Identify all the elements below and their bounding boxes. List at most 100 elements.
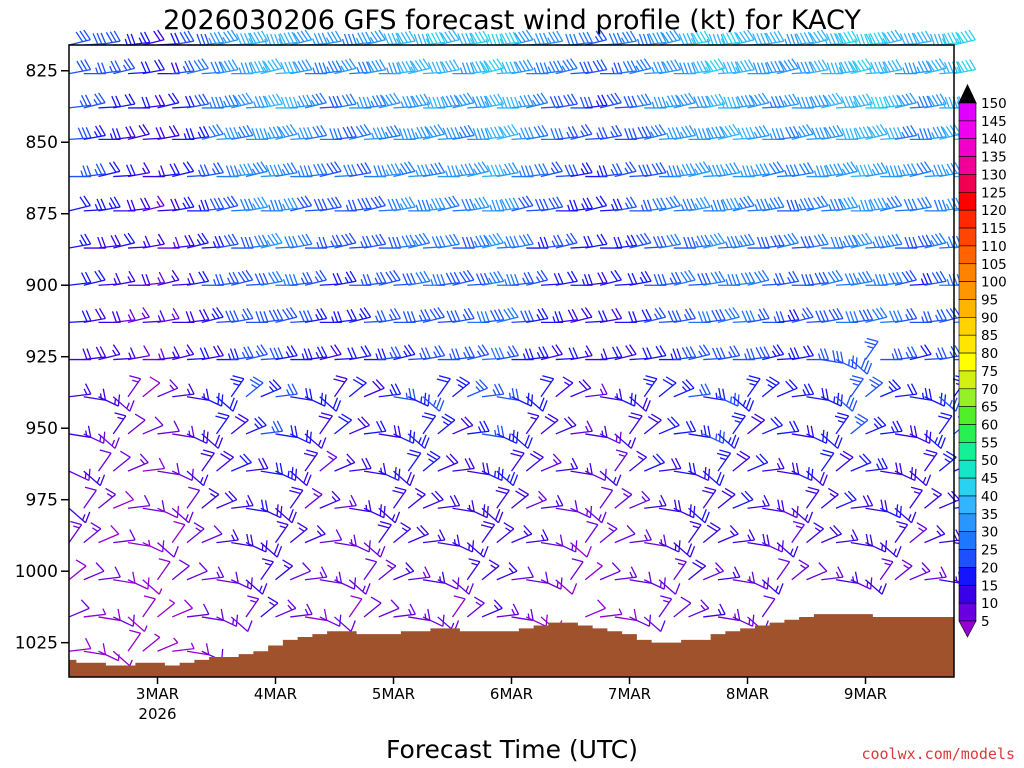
wind-barb: [939, 197, 962, 212]
wind-barb: [894, 346, 918, 361]
colorbar-label: 45: [981, 471, 998, 487]
wind-barb: [304, 269, 327, 286]
wind-barb: [142, 94, 166, 109]
wind-barb: [703, 93, 726, 109]
wind-barb: [112, 450, 131, 472]
wind-barb: [378, 346, 402, 361]
wind-barb: [805, 486, 820, 509]
wind-barb: [290, 603, 313, 618]
wind-barb: [481, 383, 505, 398]
wind-barb: [142, 633, 161, 652]
wind-barb: [716, 449, 732, 472]
colorbar-label: 80: [981, 346, 998, 362]
wind-barb: [673, 596, 692, 618]
wind-barb: [496, 345, 519, 361]
wind-barb: [363, 542, 386, 558]
wind-barb: [334, 494, 357, 509]
wind-barb: [142, 233, 165, 249]
wind-barb: [83, 92, 106, 109]
wind-barb: [791, 31, 815, 46]
x-tick-sublabel: 2026: [138, 705, 176, 723]
wind-barb: [496, 470, 519, 487]
wind-barb: [835, 161, 858, 178]
wind-barb: [393, 161, 416, 178]
wind-barb: [614, 433, 637, 449]
wind-barb: [880, 271, 903, 286]
wind-barb: [452, 124, 475, 141]
wind-barb: [717, 566, 741, 581]
wind-barb: [157, 637, 179, 652]
wind-barb: [245, 579, 268, 595]
wind-barb: [112, 650, 133, 667]
wind-barb: [319, 161, 342, 178]
wind-barb: [673, 558, 687, 581]
wind-barb: [481, 232, 504, 249]
wind-barb: [496, 124, 519, 141]
colorbar-label: 5: [981, 614, 990, 630]
wind-barb: [423, 273, 446, 286]
wind-barb: [113, 232, 136, 249]
wind-barb: [290, 195, 313, 212]
x-tick-label: 6MAR: [490, 685, 533, 703]
wind-barb: [127, 307, 150, 324]
wind-barb: [216, 94, 239, 109]
wind-barb: [113, 571, 136, 584]
wind-barb: [466, 596, 485, 618]
wind-barb: [156, 558, 171, 581]
wind-barb: [791, 124, 814, 141]
wind-barb: [629, 126, 652, 141]
wind-barb: [216, 450, 235, 472]
wind-barb: [481, 270, 505, 286]
wind-barb: [688, 383, 711, 398]
colorbar-label: 60: [981, 418, 998, 434]
wind-barb: [703, 270, 726, 286]
wind-barb: [496, 562, 518, 581]
wind-barb: [923, 449, 938, 472]
wind-barb: [850, 126, 874, 141]
colorbar-label: 35: [981, 507, 998, 523]
wind-barb: [319, 196, 342, 212]
wind-barb: [157, 346, 180, 361]
wind-barb: [68, 310, 92, 324]
wind-barb: [260, 542, 283, 558]
wind-barb: [216, 490, 238, 509]
wind-barb: [290, 233, 313, 249]
wind-barb: [68, 127, 92, 141]
wind-barb: [275, 124, 298, 141]
wind-barb: [303, 449, 319, 472]
wind-barb: [776, 309, 800, 324]
wind-barb: [791, 307, 814, 324]
wind-barb: [334, 270, 357, 286]
wind-barb: [334, 232, 357, 249]
wind-barb: [924, 433, 946, 449]
wind-barb: [201, 307, 224, 324]
wind-barb: [437, 195, 460, 212]
colorbar-swatch: [958, 120, 977, 140]
wind-barb: [673, 542, 696, 558]
wind-barb: [481, 507, 504, 524]
wind-barb: [511, 59, 534, 75]
wind-barb: [526, 529, 549, 544]
wind-barb: [421, 412, 437, 435]
wind-barb: [452, 457, 475, 472]
wind-barb: [68, 507, 91, 524]
wind-barb: [422, 396, 445, 412]
wind-barb: [688, 559, 707, 581]
wind-barb: [172, 161, 195, 178]
wind-barb: [69, 165, 92, 178]
wind-barb: [540, 344, 563, 361]
wind-barb: [260, 232, 283, 249]
wind-barb: [186, 643, 210, 656]
wind-barb: [644, 345, 667, 361]
wind-barb: [142, 59, 165, 75]
wind-barb: [496, 603, 520, 618]
wind-barb: [481, 93, 505, 109]
wind-barb: [702, 562, 724, 581]
wind-barb: [290, 59, 313, 75]
wind-barb: [658, 271, 682, 286]
wind-barb: [142, 195, 165, 212]
wind-barb: [938, 396, 961, 412]
wind-barb: [806, 271, 829, 286]
wind-barb: [629, 614, 652, 627]
wind-barb: [142, 500, 166, 513]
